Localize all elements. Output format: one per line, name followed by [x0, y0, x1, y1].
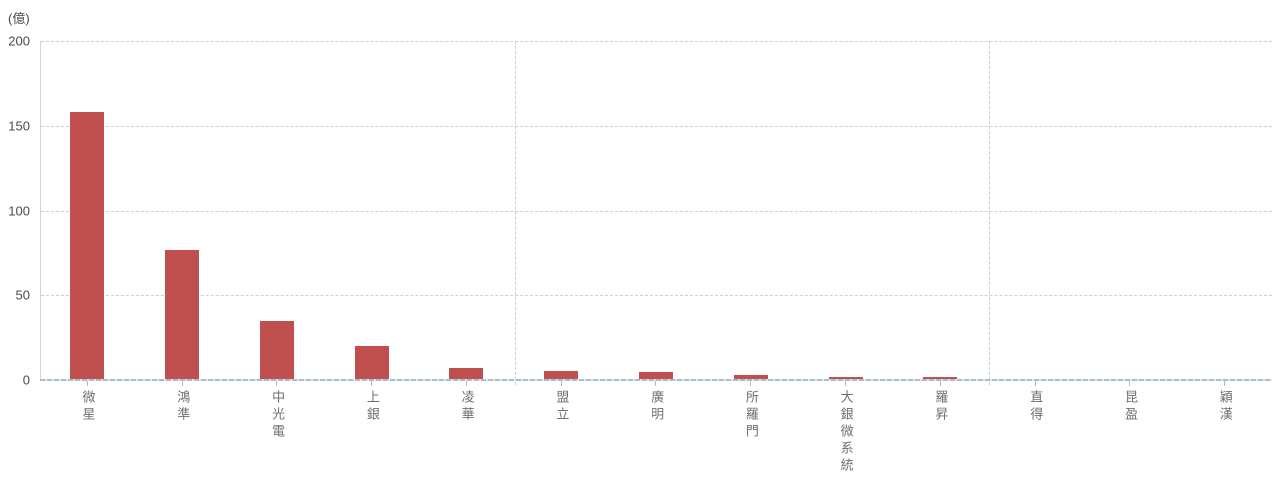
x-label-羅昇: 羅昇	[933, 390, 949, 424]
bar-slot	[893, 41, 988, 380]
x-label-盟立: 盟立	[554, 390, 570, 424]
x-axis-line	[40, 379, 1272, 381]
bar-中光電[interactable]	[259, 320, 294, 380]
x-axis-tick	[371, 381, 373, 386]
bar-廣明[interactable]	[638, 372, 673, 380]
group-separator	[988, 41, 990, 385]
bar-鴻準[interactable]	[165, 249, 200, 380]
x-label-cell: 大銀微系統	[798, 381, 893, 475]
bar-凌華[interactable]	[449, 368, 484, 380]
bar-所羅門[interactable]	[733, 374, 768, 380]
bar-盟立[interactable]	[544, 370, 579, 380]
x-label-穎漢: 穎漢	[1217, 390, 1233, 424]
x-axis-tick	[276, 381, 278, 386]
x-label-cell: 鴻準	[135, 381, 230, 475]
x-axis-tick	[655, 381, 657, 386]
x-label-cell: 直得	[988, 381, 1083, 475]
x-axis-tick	[1129, 381, 1131, 386]
x-label-微星: 微星	[80, 390, 96, 424]
y-tick-label-200: 200	[8, 33, 30, 49]
x-label-cell: 盟立	[514, 381, 609, 475]
x-axis-labels-row: 微星 鴻準 中光電 上銀 凌華 盟立 廣明 所羅門 大銀微系統 羅昇 直得 昆盈 穎漢	[40, 381, 1272, 475]
bar-slot	[40, 41, 135, 380]
x-label-cell: 穎漢	[1177, 381, 1272, 475]
x-label-廣明: 廣明	[649, 390, 665, 424]
x-label-所羅門: 所羅門	[743, 390, 759, 441]
gridline-y-100	[41, 210, 1272, 212]
gridline-y-200	[41, 41, 1272, 42]
x-axis-tick	[939, 381, 941, 386]
y-tick-label-0: 0	[22, 372, 30, 388]
y-axis-unit-label: (億)	[8, 11, 30, 26]
bar-上銀[interactable]	[354, 346, 389, 380]
x-label-cell: 所羅門	[703, 381, 798, 475]
x-axis-tick	[1034, 381, 1036, 386]
x-label-昆盈: 昆盈	[1122, 390, 1138, 424]
x-axis-tick	[560, 381, 562, 386]
x-axis-tick	[86, 381, 88, 386]
bar-slot	[514, 41, 609, 380]
x-label-直得: 直得	[1028, 390, 1044, 424]
bar-slot	[988, 41, 1083, 380]
x-label-中光電: 中光電	[270, 390, 286, 441]
x-label-大銀微系統: 大銀微系統	[838, 390, 854, 475]
x-label-cell: 中光電	[230, 381, 325, 475]
y-tick-label-50: 50	[15, 287, 30, 303]
x-label-cell: 羅昇	[893, 381, 988, 475]
x-label-凌華: 凌華	[459, 390, 475, 424]
x-label-上銀: 上銀	[364, 390, 380, 424]
x-axis-tick	[181, 381, 183, 386]
group-separator	[514, 41, 516, 385]
bar-slot	[1177, 41, 1272, 380]
x-axis-tick	[750, 381, 752, 386]
bars-row	[40, 41, 1272, 380]
bar-slot	[703, 41, 798, 380]
bar-slot	[230, 41, 325, 380]
bar-大銀微系統[interactable]	[828, 376, 863, 380]
bar-slot	[419, 41, 514, 380]
x-axis-tick	[465, 381, 467, 386]
bar-slot	[1082, 41, 1177, 380]
gridline-y-150	[41, 125, 1272, 127]
y-axis-tick-labels: 0 50 100 150 200	[0, 34, 34, 388]
bar-slot	[798, 41, 893, 380]
bar-slot	[609, 41, 704, 380]
x-label-cell: 微星	[40, 381, 135, 475]
x-axis-tick	[1224, 381, 1226, 386]
y-tick-label-100: 100	[8, 203, 30, 218]
gridline-y-50	[41, 295, 1272, 297]
x-label-cell: 昆盈	[1082, 381, 1177, 475]
x-label-cell: 凌華	[419, 381, 514, 475]
x-axis-tick	[845, 381, 846, 386]
bar-微星[interactable]	[70, 112, 105, 380]
y-tick-label-150: 150	[8, 118, 30, 134]
bar-slot	[135, 41, 230, 380]
x-label-鴻準: 鴻準	[175, 390, 191, 424]
plot-area	[40, 41, 1272, 385]
x-label-cell: 廣明	[609, 381, 704, 475]
bar-羅昇[interactable]	[923, 376, 958, 380]
bar-slot	[324, 41, 419, 380]
x-label-cell: 上銀	[324, 381, 419, 475]
